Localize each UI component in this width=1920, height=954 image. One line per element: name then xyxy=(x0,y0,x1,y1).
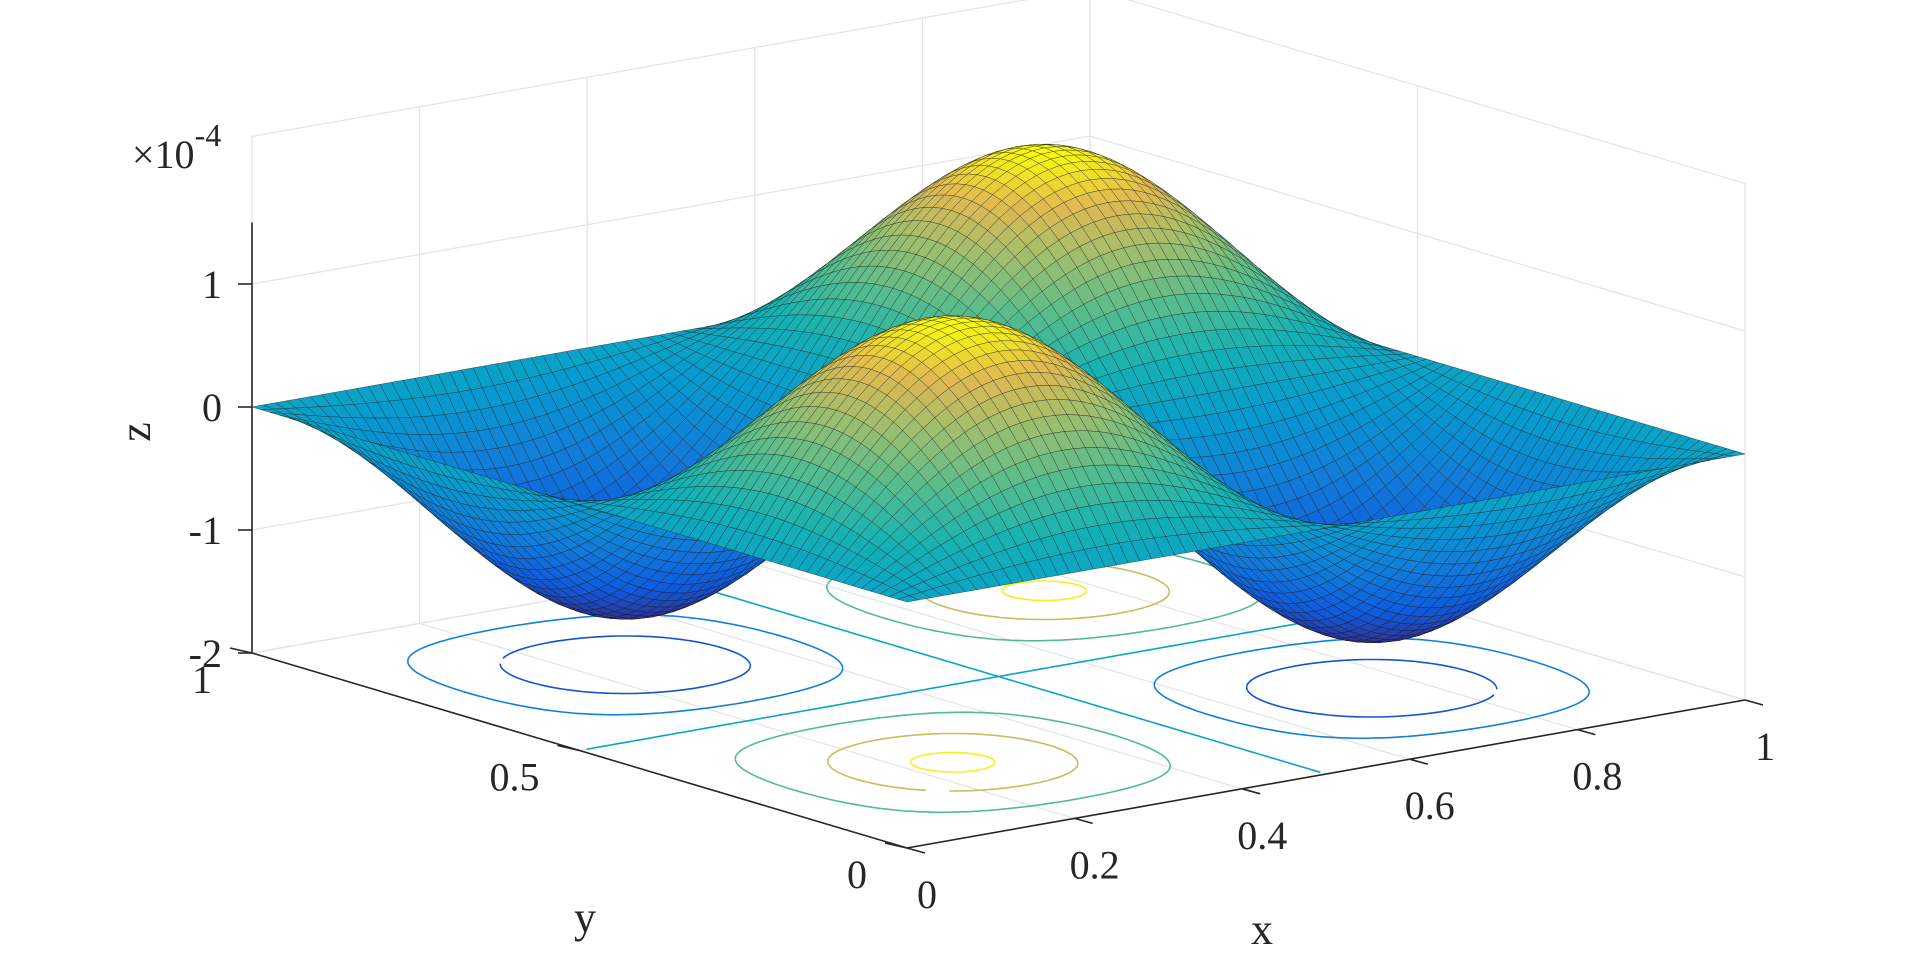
contour-level-1 xyxy=(407,613,1590,740)
floor-contours xyxy=(407,539,1590,814)
surface-mesh xyxy=(251,143,1746,644)
grid-top-edge xyxy=(251,0,1746,184)
contour-level-2 xyxy=(586,578,1418,774)
grid-line-z-3 xyxy=(251,135,1746,332)
contour-level-5 xyxy=(909,580,1088,773)
contour-level-0 xyxy=(499,635,1498,718)
